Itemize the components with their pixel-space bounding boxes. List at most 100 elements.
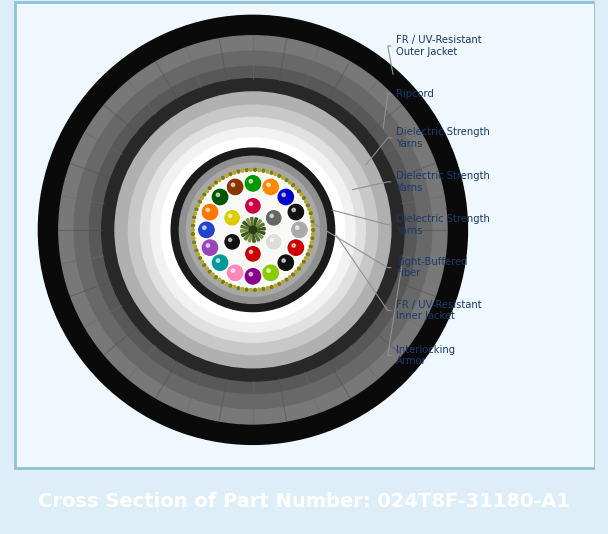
Circle shape [244, 185, 246, 187]
Circle shape [266, 235, 281, 249]
Circle shape [225, 211, 240, 225]
Circle shape [202, 205, 218, 219]
Circle shape [278, 264, 281, 266]
Circle shape [282, 193, 285, 197]
Circle shape [274, 172, 277, 176]
Circle shape [201, 203, 219, 221]
Circle shape [296, 229, 299, 231]
Circle shape [236, 187, 238, 190]
Circle shape [278, 190, 294, 205]
Circle shape [219, 258, 221, 261]
Circle shape [151, 128, 355, 332]
Circle shape [226, 178, 244, 196]
Circle shape [308, 208, 311, 211]
Circle shape [263, 179, 278, 194]
Text: Dielectric Strength
Yarns: Dielectric Strength Yarns [396, 127, 490, 148]
Text: FR / UV-Resistant
Outer Jacket: FR / UV-Resistant Outer Jacket [396, 35, 482, 57]
Circle shape [282, 259, 285, 262]
Circle shape [227, 265, 243, 280]
Circle shape [211, 254, 229, 272]
Circle shape [244, 246, 261, 262]
Circle shape [278, 175, 281, 177]
Circle shape [216, 202, 219, 204]
Circle shape [292, 273, 294, 276]
Circle shape [245, 176, 261, 191]
Text: Ripcord: Ripcord [396, 89, 434, 99]
Circle shape [266, 211, 281, 225]
Circle shape [221, 280, 224, 284]
Circle shape [260, 185, 262, 187]
Circle shape [225, 235, 240, 249]
Circle shape [293, 213, 295, 215]
Circle shape [212, 273, 214, 276]
Circle shape [311, 220, 314, 223]
Circle shape [277, 254, 295, 272]
Circle shape [245, 288, 248, 291]
Circle shape [266, 170, 269, 173]
Circle shape [241, 288, 244, 290]
Circle shape [282, 196, 284, 198]
Circle shape [211, 188, 229, 206]
Wedge shape [241, 230, 253, 237]
Circle shape [249, 272, 252, 276]
Circle shape [237, 287, 240, 289]
Circle shape [212, 209, 214, 211]
Circle shape [194, 245, 196, 248]
Circle shape [275, 266, 277, 269]
Circle shape [287, 255, 289, 258]
Circle shape [261, 264, 280, 282]
Circle shape [232, 189, 234, 191]
Circle shape [296, 233, 299, 235]
Circle shape [288, 240, 303, 255]
Circle shape [216, 255, 219, 258]
Circle shape [295, 226, 299, 230]
Circle shape [246, 199, 260, 213]
Circle shape [274, 284, 277, 287]
Circle shape [294, 241, 297, 243]
Circle shape [311, 224, 314, 227]
Circle shape [198, 257, 201, 260]
Circle shape [264, 186, 266, 188]
Circle shape [233, 286, 236, 288]
Circle shape [187, 163, 319, 296]
Circle shape [194, 212, 196, 215]
Circle shape [216, 193, 219, 197]
Circle shape [128, 105, 378, 355]
Circle shape [218, 179, 221, 182]
Circle shape [206, 208, 210, 211]
Text: Tight-Buffered
Fiber: Tight-Buffered Fiber [396, 257, 468, 278]
Circle shape [225, 175, 228, 177]
Circle shape [275, 191, 277, 193]
Wedge shape [241, 225, 253, 230]
Circle shape [297, 190, 300, 193]
Circle shape [268, 270, 270, 272]
Circle shape [260, 272, 262, 274]
Circle shape [219, 199, 221, 201]
Circle shape [258, 288, 261, 291]
Circle shape [287, 202, 289, 204]
Circle shape [295, 237, 298, 239]
Circle shape [226, 264, 244, 282]
Circle shape [267, 183, 270, 186]
Wedge shape [253, 219, 261, 230]
Circle shape [306, 204, 309, 207]
Circle shape [256, 273, 258, 275]
Circle shape [292, 244, 295, 247]
Circle shape [199, 222, 214, 238]
Text: Dielectric Strength
Yarns: Dielectric Strength Yarns [396, 171, 490, 193]
Circle shape [306, 253, 309, 256]
Circle shape [272, 189, 274, 191]
Circle shape [258, 169, 261, 171]
Text: Dielectric Strength
Yarns: Dielectric Strength Yarns [396, 214, 490, 235]
Circle shape [309, 245, 312, 248]
Circle shape [161, 138, 345, 322]
Circle shape [215, 276, 218, 279]
Circle shape [209, 241, 212, 243]
Circle shape [292, 208, 295, 211]
Circle shape [236, 270, 238, 272]
Circle shape [196, 204, 199, 207]
Text: Interlocking
Armor: Interlocking Armor [396, 345, 455, 366]
Circle shape [267, 269, 270, 272]
Wedge shape [253, 230, 263, 239]
Circle shape [206, 244, 210, 247]
